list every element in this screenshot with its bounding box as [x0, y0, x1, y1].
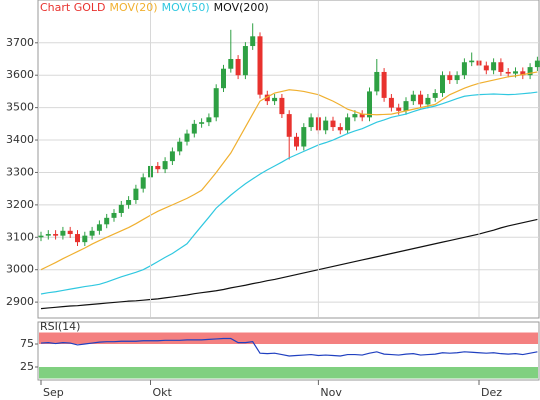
candle-body [104, 217, 110, 225]
candle-body [133, 188, 139, 201]
candle-body [184, 133, 190, 142]
plot-frame [37, 0, 540, 319]
candle-body [279, 97, 285, 115]
candle-body [491, 62, 497, 71]
candle-body [96, 224, 102, 231]
candle-body [381, 71, 387, 98]
candle-body [469, 60, 475, 63]
panel-label: RSI(14) [40, 320, 80, 333]
candle-body [286, 114, 292, 137]
candle-body [191, 123, 197, 134]
candle-body [505, 71, 511, 74]
y-tick-label: 75 [20, 337, 34, 350]
zone-band [39, 367, 538, 379]
y-tick-label: 3700 [6, 36, 34, 49]
candle-body [177, 141, 183, 152]
zone-band [39, 332, 538, 344]
candle-body [169, 151, 175, 162]
candle-body [126, 200, 132, 205]
candle-body [323, 120, 329, 131]
candle-body [235, 58, 241, 76]
candle-body [425, 97, 431, 105]
candle-body [337, 127, 343, 131]
candle-body [388, 97, 394, 108]
candle-body [250, 36, 256, 47]
candle-body [38, 235, 44, 238]
legend-entry: Chart GOLD [40, 1, 106, 14]
legend-entry: MOV(200) [214, 1, 269, 14]
x-tick-label: Nov [320, 386, 342, 399]
candle-body [213, 88, 219, 118]
candle-body [53, 234, 59, 236]
candle-body [82, 235, 88, 243]
candle-body [155, 165, 161, 170]
candle-body [403, 101, 409, 111]
candle-body [454, 75, 460, 81]
candle-body [461, 62, 467, 76]
candle-body [534, 60, 540, 68]
candle-body [199, 122, 205, 124]
candle-body [418, 94, 424, 105]
y-tick-label: 3100 [6, 230, 34, 243]
candle-body [221, 68, 226, 89]
x-tick-label: Sep [43, 386, 64, 399]
candle-body [140, 177, 146, 189]
candle-body [294, 136, 299, 147]
candle-body [272, 97, 278, 102]
candle-body [162, 161, 168, 170]
y-tick-label: 3400 [6, 133, 34, 146]
candle-body [432, 93, 438, 98]
legend-entry: MOV(20) [110, 1, 158, 14]
candle-body [527, 67, 533, 76]
x-tick-label: Okt [153, 386, 173, 399]
candle-body [60, 230, 66, 236]
candle-body [513, 71, 518, 74]
candle-body [75, 234, 80, 243]
candle-body [352, 114, 358, 118]
candle-body [330, 120, 336, 128]
candle-body [359, 114, 365, 118]
candle-body [483, 65, 489, 71]
y-tick-label: 2900 [6, 295, 34, 308]
legend-entry: MOV(50) [162, 1, 210, 14]
candle-body [367, 91, 372, 118]
candle-body [301, 127, 307, 147]
candle-body [228, 58, 234, 69]
candle-body [374, 71, 380, 92]
candle-body [206, 117, 212, 123]
y-tick-label: 3200 [6, 198, 34, 211]
line-series [40, 91, 538, 295]
line-series [40, 337, 538, 357]
candle-body [396, 107, 402, 111]
candle-body [111, 212, 117, 218]
y-tick-label: 3500 [6, 101, 34, 114]
candle-body [345, 117, 351, 131]
candle-body [45, 234, 51, 236]
candle-body [498, 62, 504, 72]
line-series [40, 71, 538, 271]
candle-body [242, 46, 248, 76]
candle-body [89, 230, 95, 236]
candle-body [118, 204, 124, 213]
y-tick-label: 3000 [6, 263, 34, 276]
candle-body [440, 75, 445, 94]
candle-body [410, 94, 416, 102]
candle-body [520, 71, 526, 76]
y-tick-label: 3300 [6, 165, 34, 178]
candle-body [447, 75, 453, 81]
candle-body [264, 94, 270, 102]
candle-body [67, 230, 73, 235]
y-tick-label: 3600 [6, 68, 34, 81]
line-series [40, 218, 538, 310]
x-tick-label: Dez [481, 386, 502, 399]
candle-body [308, 117, 314, 128]
y-tick-label: 25 [20, 360, 34, 373]
candle-body [257, 36, 263, 95]
